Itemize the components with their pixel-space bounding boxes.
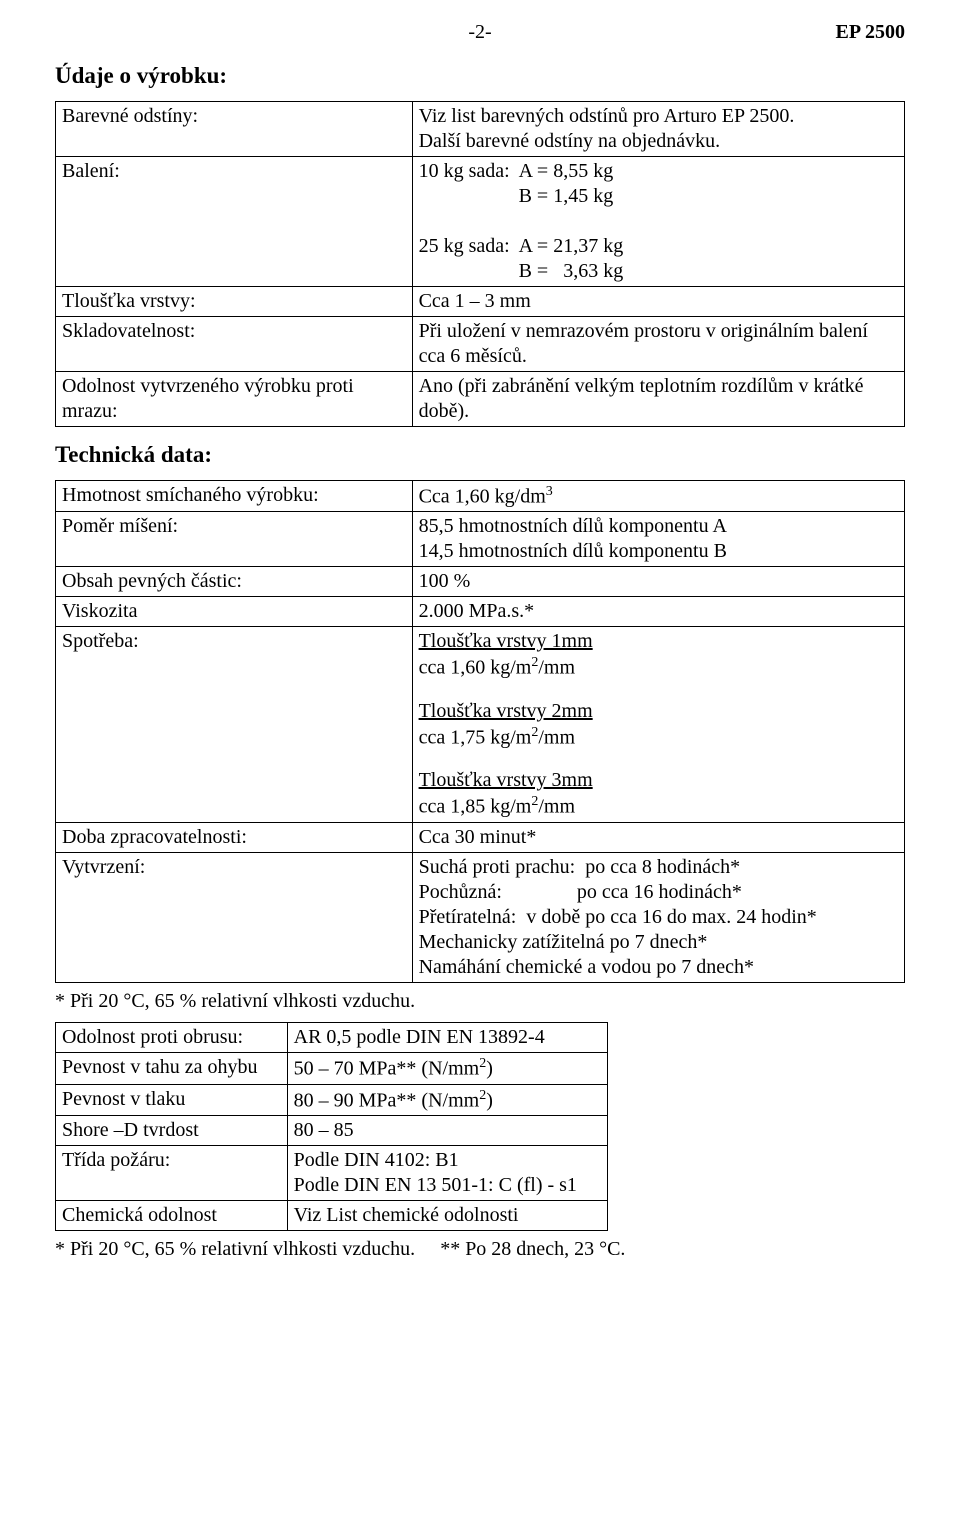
underline-text: Tloušťka vrstvy 3mm bbox=[419, 769, 593, 791]
cell-value: Suchá proti prachu: po cca 8 hodinách* P… bbox=[412, 853, 904, 983]
table-row: Třída požáru: Podle DIN 4102: B1 Podle D… bbox=[56, 1146, 608, 1201]
section-title-product: Údaje o výrobku: bbox=[55, 62, 905, 91]
cell-value: AR 0,5 podle DIN EN 13892-4 bbox=[287, 1023, 607, 1053]
cell-label: Tloušťka vrstvy: bbox=[56, 286, 413, 316]
footnote: * Při 20 °C, 65 % relativní vlhkosti vzd… bbox=[55, 1237, 905, 1262]
section-title-technical: Technická data: bbox=[55, 441, 905, 470]
cell-label: Vytvrzení: bbox=[56, 853, 413, 983]
cell-value: 85,5 hmotnostních dílů komponentu A 14,5… bbox=[412, 512, 904, 567]
table-row: Barevné odstíny: Viz list barevných odst… bbox=[56, 101, 905, 156]
cell-value: Cca 1 – 3 mm bbox=[412, 286, 904, 316]
cell-label: Odolnost vytvrzeného výrobku proti mrazu… bbox=[56, 371, 413, 426]
page: -2- EP 2500 Údaje o výrobku: Barevné ods… bbox=[0, 0, 960, 1325]
cell-value: 2.000 MPa.s.* bbox=[412, 597, 904, 627]
table-row: Pevnost v tahu za ohybu 50 – 70 MPa** (N… bbox=[56, 1053, 608, 1085]
table-row: Vytvrzení: Suchá proti prachu: po cca 8 … bbox=[56, 853, 905, 983]
cell-label: Odolnost proti obrusu: bbox=[56, 1023, 288, 1053]
text: ) bbox=[486, 1058, 493, 1080]
table-product-info: Barevné odstíny: Viz list barevných odst… bbox=[55, 101, 905, 427]
table-row: Viskozita 2.000 MPa.s.* bbox=[56, 597, 905, 627]
text: ** Po 28 dnech, 23 °C. bbox=[440, 1238, 625, 1260]
cell-value: Viz list barevných odstínů pro Arturo EP… bbox=[412, 101, 904, 156]
table-row: Odolnost proti obrusu: AR 0,5 podle DIN … bbox=[56, 1023, 608, 1053]
footnote: * Při 20 °C, 65 % relativní vlhkosti vzd… bbox=[55, 989, 905, 1014]
text: /mm bbox=[538, 657, 575, 679]
table-row: Skladovatelnost: Při uložení v nemrazové… bbox=[56, 316, 905, 371]
cell-value: Cca 30 minut* bbox=[412, 823, 904, 853]
cell-label: Barevné odstíny: bbox=[56, 101, 413, 156]
cell-label: Chemická odolnost bbox=[56, 1201, 288, 1231]
table-row: Hmotnost smíchaného výrobku: Cca 1,60 kg… bbox=[56, 480, 905, 512]
text: ) bbox=[486, 1089, 493, 1111]
table-row: Doba zpracovatelnosti: Cca 30 minut* bbox=[56, 823, 905, 853]
table-row: Tloušťka vrstvy: Cca 1 – 3 mm bbox=[56, 286, 905, 316]
text: 50 – 70 MPa** (N/mm bbox=[294, 1058, 480, 1080]
table-row: Balení: 10 kg sada: A = 8,55 kg B = 1,45… bbox=[56, 156, 905, 286]
table-row: Poměr míšení: 85,5 hmotnostních dílů kom… bbox=[56, 512, 905, 567]
cell-label: Hmotnost smíchaného výrobku: bbox=[56, 480, 413, 512]
cell-label: Viskozita bbox=[56, 597, 413, 627]
table-row: Shore –D tvrdost 80 – 85 bbox=[56, 1116, 608, 1146]
cell-value: Při uložení v nemrazovém prostoru v orig… bbox=[412, 316, 904, 371]
underline-text: Tloušťka vrstvy 2mm bbox=[419, 700, 593, 722]
cell-value: Podle DIN 4102: B1 Podle DIN EN 13 501-1… bbox=[287, 1146, 607, 1201]
cell-label: Skladovatelnost: bbox=[56, 316, 413, 371]
sup: 3 bbox=[546, 484, 553, 499]
spacer bbox=[419, 750, 898, 768]
cell-label: Třída požáru: bbox=[56, 1146, 288, 1201]
cell-value: Ano (při zabránění velkým teplotním rozd… bbox=[412, 371, 904, 426]
cell-value: 50 – 70 MPa** (N/mm2) bbox=[287, 1053, 607, 1085]
cell-value: 80 – 85 bbox=[287, 1116, 607, 1146]
cell-value: Tloušťka vrstvy 1mm cca 1,60 kg/m2/mm Tl… bbox=[412, 627, 904, 823]
table-row: Chemická odolnost Viz List chemické odol… bbox=[56, 1201, 608, 1231]
text: 80 – 90 MPa** (N/mm bbox=[294, 1089, 480, 1111]
cell-label: Balení: bbox=[56, 156, 413, 286]
text: /mm bbox=[538, 796, 575, 818]
cell-value: 10 kg sada: A = 8,55 kg B = 1,45 kg 25 k… bbox=[412, 156, 904, 286]
cell-value: Viz List chemické odolnosti bbox=[287, 1201, 607, 1231]
table-row: Obsah pevných částic: 100 % bbox=[56, 567, 905, 597]
cell-value: Cca 1,60 kg/dm3 bbox=[412, 480, 904, 512]
text: /mm bbox=[538, 726, 575, 748]
cell-label: Poměr míšení: bbox=[56, 512, 413, 567]
cell-value: 80 – 90 MPa** (N/mm2) bbox=[287, 1084, 607, 1116]
cell-label: Shore –D tvrdost bbox=[56, 1116, 288, 1146]
doc-code: EP 2500 bbox=[836, 20, 905, 45]
text: cca 1,85 kg/m bbox=[419, 796, 532, 818]
page-number: -2- bbox=[55, 20, 905, 45]
table-technical-data: Hmotnost smíchaného výrobku: Cca 1,60 kg… bbox=[55, 480, 905, 984]
table-row: Spotřeba: Tloušťka vrstvy 1mm cca 1,60 k… bbox=[56, 627, 905, 823]
cell-value: 100 % bbox=[412, 567, 904, 597]
text: cca 1,75 kg/m bbox=[419, 726, 532, 748]
cell-label: Spotřeba: bbox=[56, 627, 413, 823]
underline-text: Tloušťka vrstvy 1mm bbox=[419, 630, 593, 652]
cell-label: Doba zpracovatelnosti: bbox=[56, 823, 413, 853]
text: * Při 20 °C, 65 % relativní vlhkosti vzd… bbox=[55, 1238, 415, 1260]
table-row: Pevnost v tlaku 80 – 90 MPa** (N/mm2) bbox=[56, 1084, 608, 1116]
text: Cca 1,60 kg/dm bbox=[419, 485, 546, 507]
cell-label: Pevnost v tlaku bbox=[56, 1084, 288, 1116]
text: cca 1,60 kg/m bbox=[419, 657, 532, 679]
cell-label: Obsah pevných částic: bbox=[56, 567, 413, 597]
table-row: Odolnost vytvrzeného výrobku proti mrazu… bbox=[56, 371, 905, 426]
header: -2- EP 2500 bbox=[55, 20, 905, 56]
table-mechanical-props: Odolnost proti obrusu: AR 0,5 podle DIN … bbox=[55, 1022, 608, 1231]
spacer bbox=[419, 681, 898, 699]
cell-label: Pevnost v tahu za ohybu bbox=[56, 1053, 288, 1085]
